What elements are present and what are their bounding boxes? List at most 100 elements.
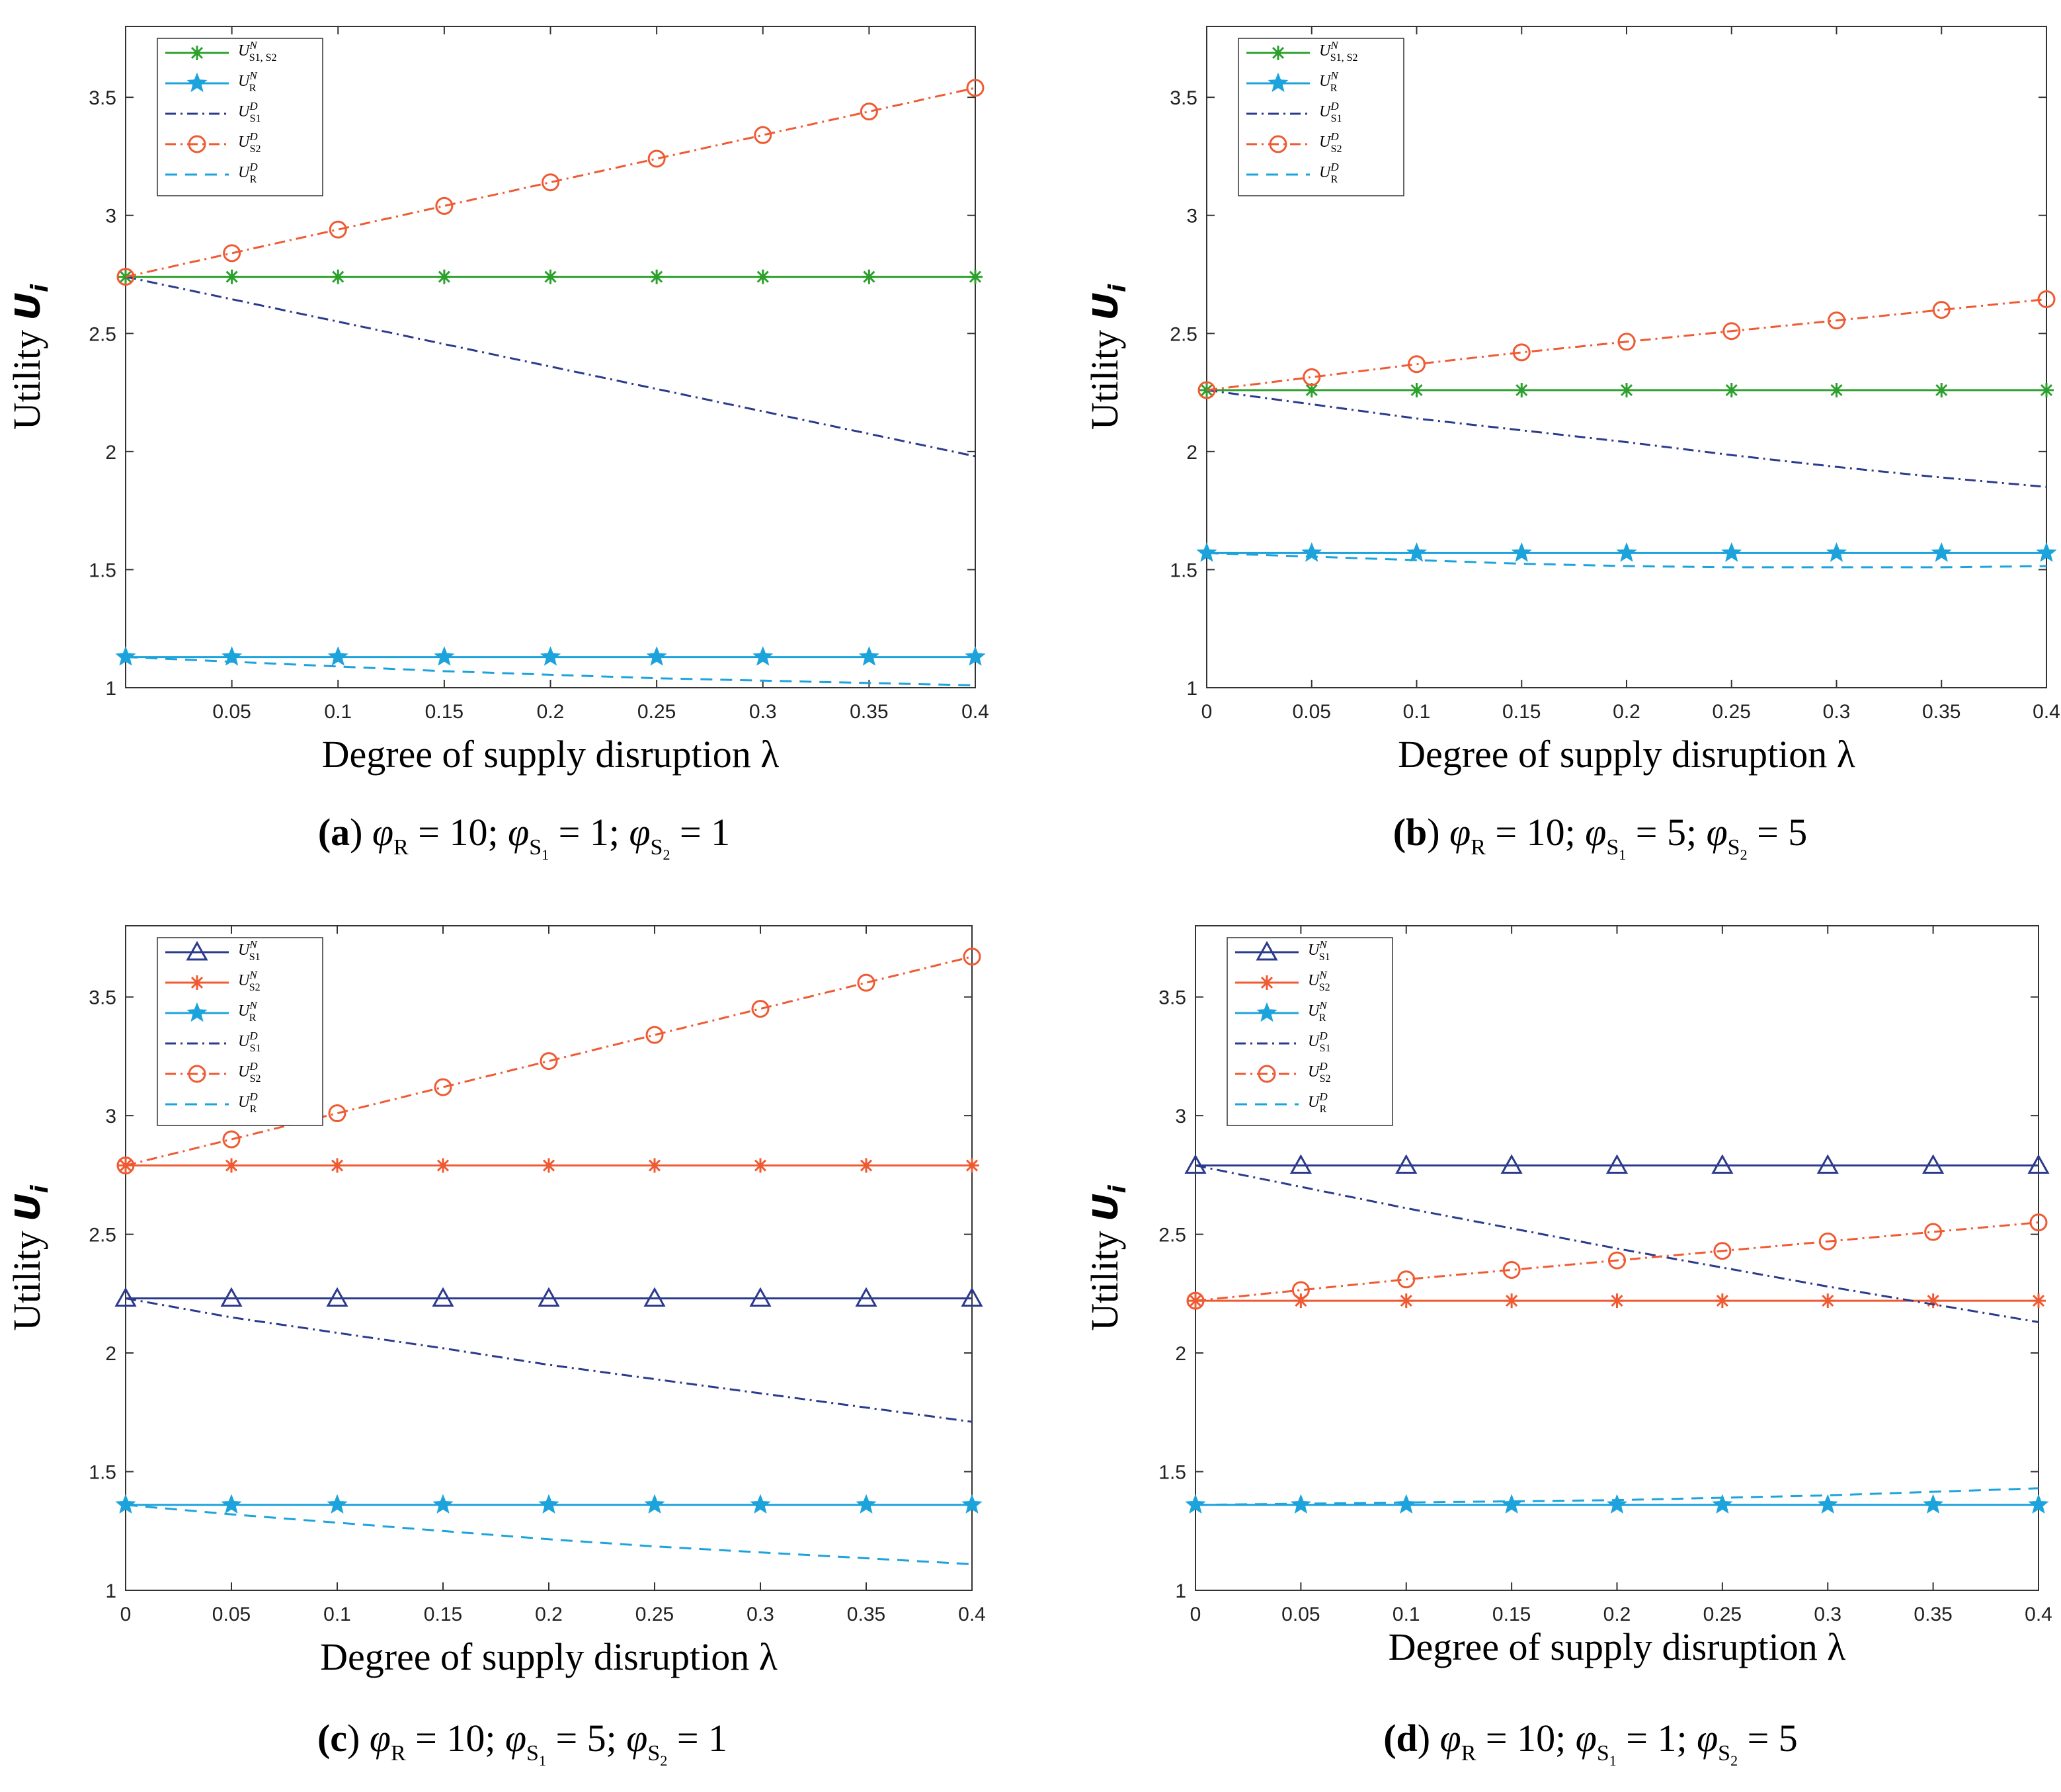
- x-tick-label: 0.2: [537, 701, 565, 723]
- y-tick-label: 1: [1186, 678, 1197, 700]
- legend-box: [1238, 38, 1404, 196]
- x-tick-label: 0.4: [2033, 701, 2060, 723]
- data-point-marker: [115, 646, 136, 666]
- data-point-marker: [434, 646, 455, 666]
- legend-label: UN R: [238, 69, 258, 94]
- legend-label-subscript: R: [249, 83, 257, 94]
- data-point-marker: [1186, 1291, 1205, 1310]
- legend-label: UD R: [1308, 1090, 1328, 1115]
- data-point-marker: [1196, 542, 1217, 562]
- data-point-marker: [542, 1158, 556, 1173]
- x-tick-label: 0.4: [958, 1604, 986, 1625]
- data-point-marker: [1504, 1293, 1519, 1309]
- data-point-marker: [538, 1494, 559, 1514]
- data-point-marker: [432, 1287, 454, 1307]
- data-point-marker: [862, 269, 877, 284]
- data-point-marker: [331, 269, 346, 284]
- legend-swatch-marker: [1260, 975, 1274, 990]
- y-tick-label: 3: [1186, 206, 1197, 227]
- data-point-marker: [221, 1494, 242, 1514]
- data-point-marker: [1619, 383, 1634, 397]
- y-tick-label: 2.5: [1170, 323, 1197, 345]
- data-point-marker: [436, 1158, 450, 1173]
- data-point-marker: [1617, 333, 1636, 351]
- legend-label-superscript: N: [249, 69, 258, 82]
- x-tick-label: 0.1: [1393, 1604, 1420, 1625]
- legend-label-superscript: N: [249, 969, 258, 981]
- legend-label-subscript: R: [1320, 1104, 1327, 1115]
- data-point-marker: [2031, 1293, 2046, 1309]
- legend-label-superscript: D: [1330, 161, 1339, 173]
- legend-label-subscript: S1: [1320, 1043, 1331, 1054]
- legend-label-subscript: S2: [249, 982, 261, 993]
- series-line: [1206, 389, 2047, 488]
- legend-label-subscript: S2: [250, 1073, 261, 1084]
- chart-panel-c: 0 0.05 0.1 0.15 0.2 0.25 0.3 0.35 0.4 1 1.5 2 2.5 3 3.…: [5, 925, 986, 1769]
- y-tick-label: 3: [1175, 1106, 1186, 1127]
- data-point-marker: [436, 269, 452, 284]
- data-point-marker: [1606, 1494, 1628, 1514]
- x-tick-label: 0.1: [1403, 701, 1431, 723]
- x-tick-label: 0.3: [747, 1604, 774, 1625]
- x-axis-label: Degree of supply disruption λ: [1389, 1625, 1846, 1668]
- data-point-marker: [1605, 1154, 1629, 1174]
- data-point-marker: [1826, 542, 1847, 562]
- y-tick-label: 1: [1175, 1580, 1186, 1602]
- legend-label: UN S2: [1308, 969, 1330, 993]
- panel-caption: (b) φR = 10; φS1 = 5; φS2 = 5: [1393, 811, 1808, 863]
- legend-label: UN S1: [1308, 938, 1330, 963]
- y-axis-label: Utility Ui: [5, 1185, 54, 1331]
- legend-label-subscript: R: [1319, 1012, 1326, 1024]
- data-point-marker: [2036, 542, 2057, 562]
- legend-label: UD S2: [238, 130, 261, 155]
- data-point-marker: [1608, 1251, 1626, 1270]
- data-point-marker: [1715, 1293, 1730, 1309]
- data-point-marker: [542, 173, 559, 192]
- data-point-marker: [2029, 1213, 2048, 1232]
- legend-label: UD S2: [238, 1060, 261, 1084]
- x-tick-label: 0: [1190, 1604, 1201, 1625]
- y-tick-label: 1.5: [1170, 559, 1197, 581]
- data-point-marker: [643, 1287, 666, 1307]
- data-point-marker: [752, 646, 774, 666]
- data-point-marker: [1511, 542, 1532, 562]
- legend-label: UN R: [238, 999, 258, 1024]
- data-point-marker: [965, 646, 986, 666]
- data-point-marker: [1829, 383, 1844, 397]
- y-tick-label: 1.5: [89, 1462, 116, 1484]
- series-line: [125, 276, 976, 458]
- legend-label-superscript: N: [1330, 39, 1339, 52]
- series-line: [125, 656, 976, 686]
- y-axis-label: Utility Ui: [1083, 284, 1131, 430]
- legend-label-superscript: D: [249, 1060, 258, 1073]
- data-point-marker: [1197, 381, 1216, 399]
- data-point-marker: [1828, 311, 1845, 330]
- data-point-marker: [1303, 368, 1321, 386]
- data-point-marker: [646, 646, 667, 666]
- data-point-marker: [856, 1494, 877, 1514]
- chart-panel-d: 0 0.05 0.1 0.15 0.2 0.25 0.3 0.35 0.4 1 1.5 2 2.5 3 3.…: [1083, 925, 2052, 1769]
- legend-label: UN R: [1308, 999, 1328, 1024]
- legend-swatch-marker: [190, 975, 204, 990]
- data-point-marker: [224, 1158, 239, 1173]
- data-point-marker: [432, 1494, 454, 1514]
- data-point-marker: [327, 646, 348, 666]
- data-point-marker: [540, 1052, 558, 1071]
- y-tick-label: 3.5: [1170, 87, 1197, 109]
- legend: UN S1 UN S2 UN R UD S1 UD S2 UD R: [157, 937, 323, 1126]
- data-point-marker: [1934, 383, 1949, 397]
- legend-swatch-marker: [188, 135, 206, 153]
- legend-label-subscript: S2: [1320, 1073, 1331, 1084]
- data-point-marker: [2027, 1154, 2050, 1174]
- legend-swatch-marker: [1271, 46, 1285, 60]
- legend-label-subscript: S1: [249, 952, 261, 963]
- data-point-marker: [1408, 355, 1426, 374]
- y-tick-label: 3: [105, 206, 116, 227]
- x-tick-label: 0.35: [847, 1604, 885, 1625]
- data-point-marker: [963, 948, 981, 966]
- data-point-marker: [543, 269, 558, 284]
- x-tick-label: 0.3: [749, 701, 777, 723]
- data-point-marker: [1398, 1293, 1414, 1309]
